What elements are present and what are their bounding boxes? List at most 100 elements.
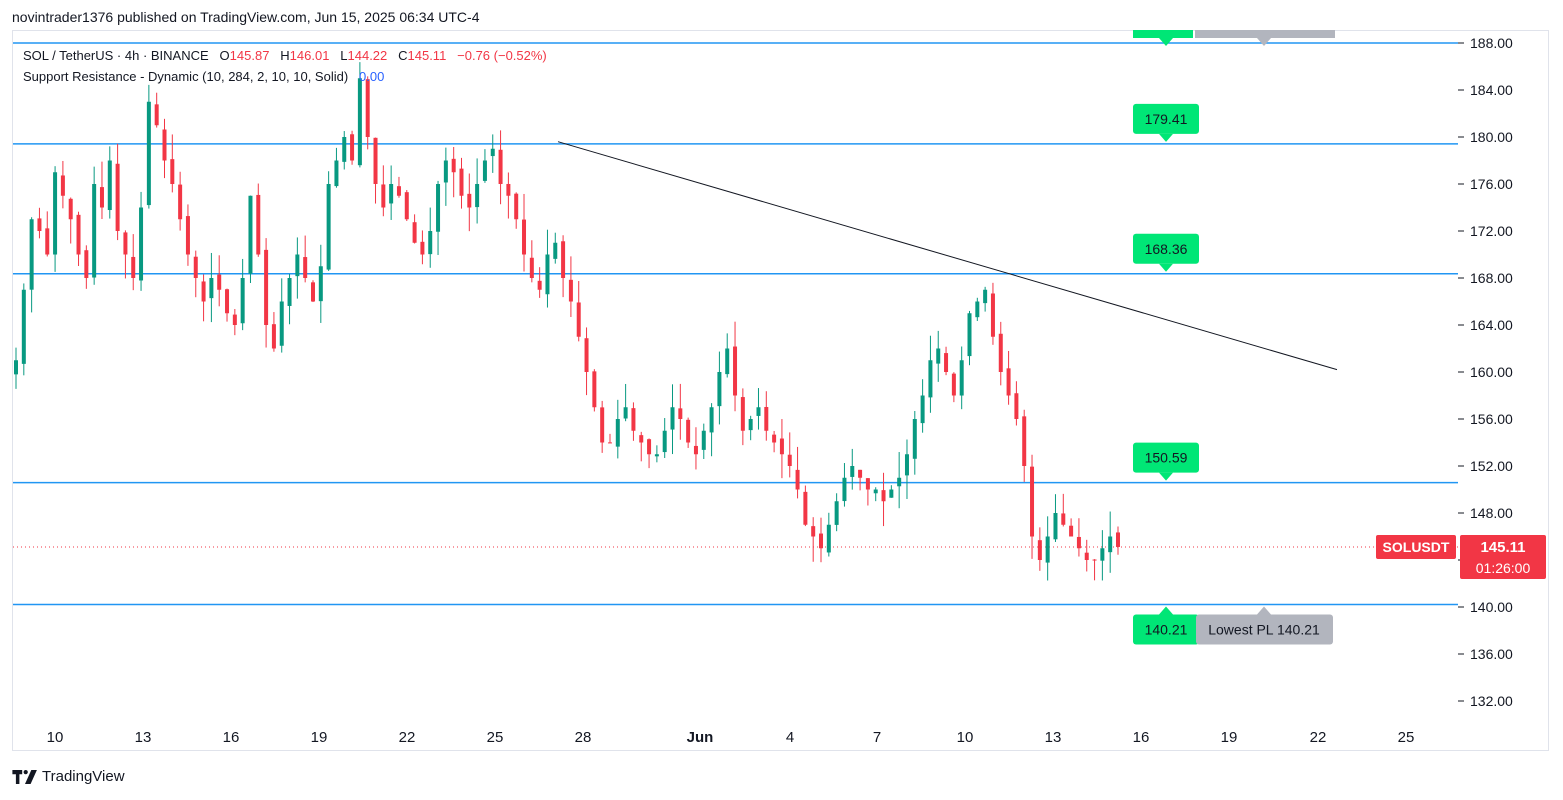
candle[interactable] bbox=[84, 245, 89, 289]
candle[interactable] bbox=[1084, 539, 1089, 572]
candle[interactable] bbox=[897, 452, 902, 509]
candle[interactable] bbox=[139, 191, 144, 291]
candle[interactable] bbox=[146, 84, 151, 209]
candle[interactable] bbox=[201, 274, 206, 322]
candle[interactable] bbox=[357, 62, 362, 168]
candle[interactable] bbox=[1076, 518, 1081, 557]
candle[interactable] bbox=[53, 166, 58, 272]
candle[interactable] bbox=[670, 384, 675, 455]
candle[interactable] bbox=[811, 517, 816, 562]
candle[interactable] bbox=[717, 351, 722, 425]
candle[interactable] bbox=[529, 240, 534, 283]
candle[interactable] bbox=[850, 448, 855, 490]
candle[interactable] bbox=[29, 217, 34, 313]
candle[interactable] bbox=[1022, 409, 1027, 482]
candle[interactable] bbox=[1006, 350, 1011, 405]
candle[interactable] bbox=[858, 469, 863, 491]
candle[interactable] bbox=[256, 183, 261, 257]
candle[interactable] bbox=[185, 204, 190, 266]
candle[interactable] bbox=[271, 312, 276, 352]
candle[interactable] bbox=[45, 211, 50, 257]
candle[interactable] bbox=[1092, 559, 1097, 581]
candle[interactable] bbox=[576, 281, 581, 342]
candle[interactable] bbox=[326, 171, 331, 271]
candle[interactable] bbox=[967, 310, 972, 366]
candle[interactable] bbox=[1030, 454, 1035, 559]
candle[interactable] bbox=[725, 333, 730, 378]
candle[interactable] bbox=[756, 388, 761, 430]
candle[interactable] bbox=[803, 485, 808, 527]
candle[interactable] bbox=[21, 283, 26, 376]
candle[interactable] bbox=[506, 172, 511, 219]
candle[interactable] bbox=[1014, 381, 1019, 426]
candle[interactable] bbox=[76, 211, 81, 266]
candle[interactable] bbox=[631, 402, 636, 441]
candle[interactable] bbox=[303, 235, 308, 283]
candle[interactable] bbox=[639, 431, 644, 462]
chart-frame[interactable] bbox=[12, 30, 1549, 751]
symbol-price-tag[interactable]: SOLUSDT bbox=[1376, 534, 1456, 559]
candle[interactable] bbox=[795, 446, 800, 499]
candle[interactable] bbox=[420, 230, 425, 265]
candle[interactable] bbox=[162, 118, 167, 179]
candle[interactable] bbox=[131, 234, 136, 291]
candle[interactable] bbox=[678, 383, 683, 440]
symbol-label[interactable]: SOL / TetherUS · 4h · BINANCE bbox=[23, 48, 209, 63]
candle[interactable] bbox=[490, 134, 495, 173]
candle[interactable] bbox=[412, 214, 417, 244]
candle[interactable] bbox=[928, 335, 933, 413]
candle[interactable] bbox=[615, 399, 620, 459]
candle[interactable] bbox=[998, 321, 1003, 386]
candle[interactable] bbox=[1053, 494, 1058, 542]
candle[interactable] bbox=[1037, 527, 1042, 571]
candle[interactable] bbox=[14, 347, 18, 389]
candle[interactable] bbox=[475, 158, 480, 224]
candle[interactable] bbox=[240, 258, 245, 331]
candle[interactable] bbox=[193, 250, 198, 298]
candle[interactable] bbox=[279, 278, 284, 353]
candle[interactable] bbox=[787, 432, 792, 478]
candle[interactable] bbox=[225, 288, 230, 322]
candle[interactable] bbox=[389, 165, 394, 220]
candle[interactable] bbox=[975, 297, 980, 321]
candle[interactable] bbox=[342, 131, 347, 170]
candle[interactable] bbox=[592, 369, 597, 412]
candle[interactable] bbox=[115, 143, 120, 241]
candle[interactable] bbox=[154, 92, 159, 128]
candle[interactable] bbox=[990, 282, 995, 345]
candle[interactable] bbox=[232, 309, 237, 336]
level-label[interactable]: 179.41 bbox=[1133, 103, 1199, 142]
candle[interactable] bbox=[1108, 511, 1113, 573]
candle[interactable] bbox=[1116, 526, 1120, 555]
candle[interactable] bbox=[654, 445, 659, 463]
candle[interactable] bbox=[647, 438, 652, 469]
candle[interactable] bbox=[60, 160, 65, 209]
candle[interactable] bbox=[537, 267, 542, 298]
footer-brand[interactable]: TradingView bbox=[12, 768, 125, 785]
candle[interactable] bbox=[396, 176, 401, 198]
candle[interactable] bbox=[944, 346, 949, 376]
candle[interactable] bbox=[553, 232, 558, 264]
candle[interactable] bbox=[983, 286, 988, 312]
candle[interactable] bbox=[834, 493, 839, 532]
indicator-name[interactable]: Support Resistance - Dynamic (10, 284, 2… bbox=[23, 69, 349, 84]
candle[interactable] bbox=[436, 180, 441, 255]
candle[interactable] bbox=[451, 146, 456, 198]
candle[interactable] bbox=[881, 472, 886, 527]
candle[interactable] bbox=[482, 149, 487, 183]
candle[interactable] bbox=[1045, 516, 1050, 581]
candle[interactable] bbox=[819, 517, 824, 563]
candle[interactable] bbox=[545, 229, 550, 308]
candle[interactable] bbox=[865, 478, 870, 506]
candle[interactable] bbox=[170, 134, 175, 193]
candle[interactable] bbox=[568, 256, 573, 317]
candle[interactable] bbox=[709, 403, 714, 457]
candle[interactable] bbox=[748, 415, 753, 441]
candle[interactable] bbox=[600, 400, 605, 453]
candle[interactable] bbox=[373, 137, 378, 204]
level-label[interactable] bbox=[1133, 30, 1335, 46]
level-label[interactable]: 150.59 bbox=[1133, 442, 1199, 481]
candle[interactable] bbox=[318, 244, 323, 323]
candle[interactable] bbox=[264, 238, 269, 348]
